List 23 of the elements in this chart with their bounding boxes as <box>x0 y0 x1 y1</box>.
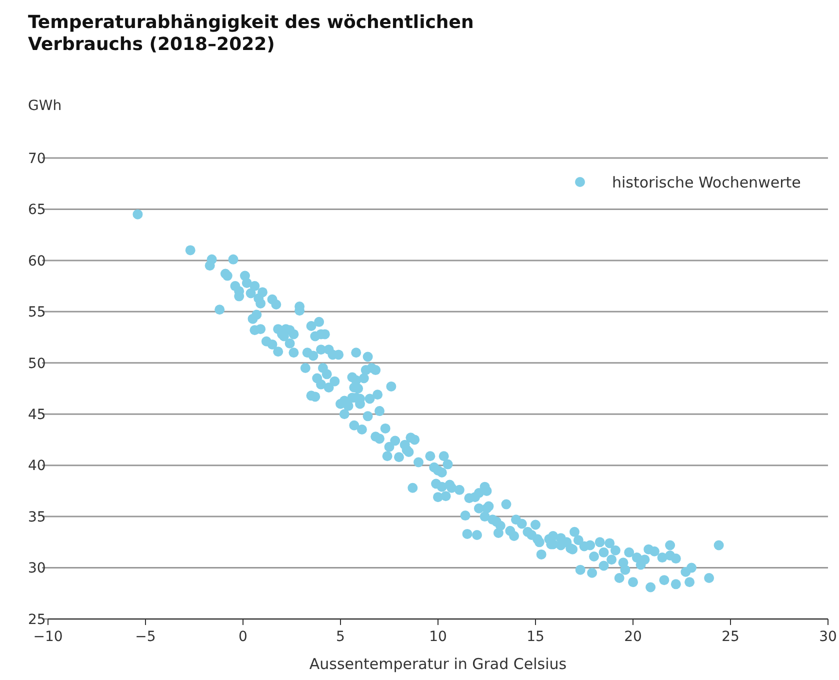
y-tick-label: 40 <box>28 458 46 474</box>
x-tick-label: 20 <box>624 629 642 645</box>
y-tick-label: 60 <box>28 253 46 270</box>
y-tick-label: 35 <box>28 509 46 526</box>
y-tick-label: 70 <box>28 150 46 167</box>
x-axis-title: Aussentemperatur in Grad Celsius <box>309 655 567 673</box>
chart-title: Temperaturabhängigkeit des wöchentlichen Verbrauchs (2018–2022) <box>28 12 474 55</box>
x-tick-label: 0 <box>238 629 248 645</box>
y-tick-label: 55 <box>28 304 46 321</box>
x-tick-label: −10 <box>33 629 63 645</box>
y-tick-label: 65 <box>28 202 46 218</box>
x-tick-label: 10 <box>429 629 447 645</box>
x-tick-label: 5 <box>336 629 345 645</box>
y-tick-label: 50 <box>28 356 46 372</box>
y-tick-label: 45 <box>28 407 46 424</box>
y-tick-label: 30 <box>28 560 46 577</box>
x-tick-label: 25 <box>722 629 740 645</box>
y-axis-title: GWh <box>28 98 62 114</box>
y-tick-label: 25 <box>28 612 46 628</box>
x-tick-label: −5 <box>135 629 156 645</box>
x-tick-label: 15 <box>526 629 544 645</box>
legend-label: historische Wochenwerte <box>612 173 801 192</box>
x-tick-label: 30 <box>819 629 837 645</box>
